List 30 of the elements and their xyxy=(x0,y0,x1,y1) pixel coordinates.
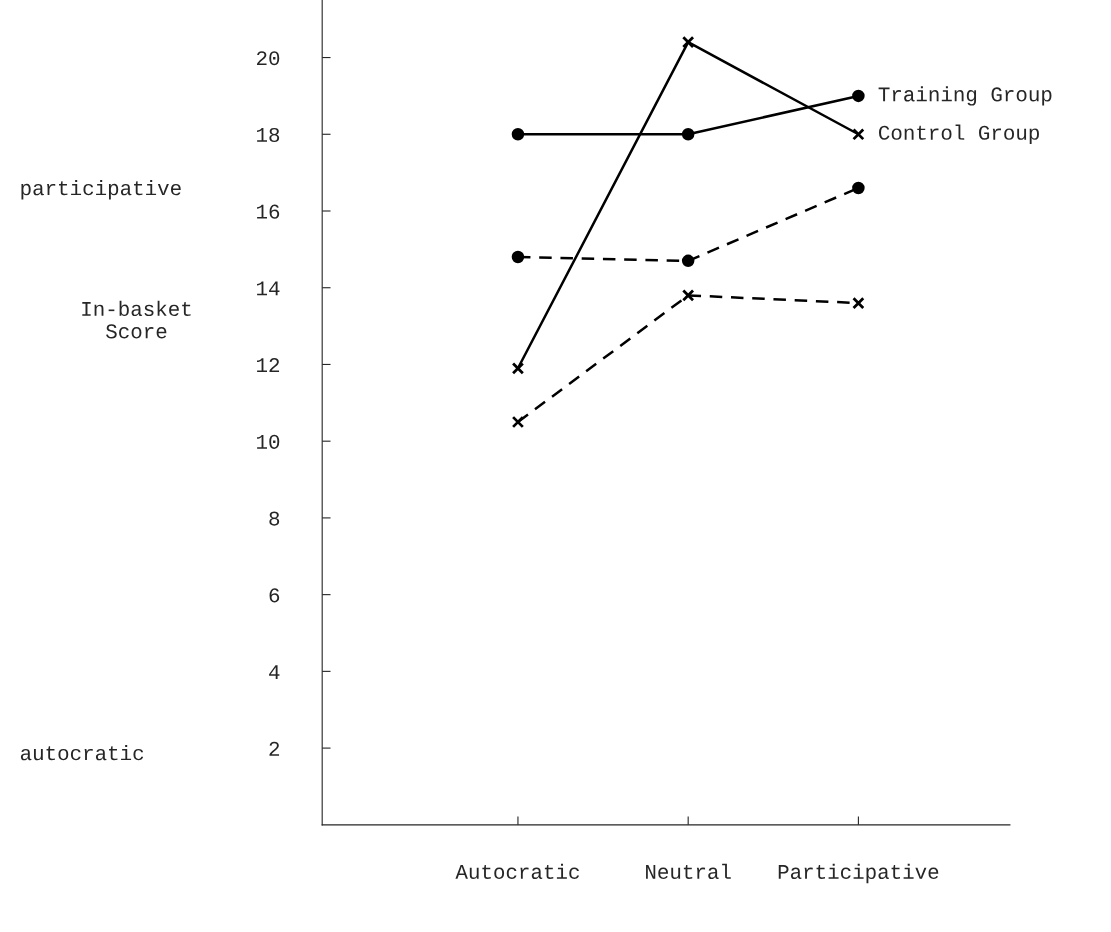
y-tick-label: 8 xyxy=(269,511,280,526)
y-tick-label: 18 xyxy=(257,127,280,143)
y-tick-label: 4 xyxy=(269,665,280,679)
point xyxy=(511,415,525,429)
y-tick-label: 12 xyxy=(257,358,280,372)
series-label: Control Group xyxy=(878,124,1039,144)
point xyxy=(681,254,695,268)
series-label: Training Group xyxy=(878,86,1052,106)
y-tick-label: 16 xyxy=(257,204,280,219)
y-tick-label: 6 xyxy=(269,588,280,603)
y-tick-label: 10 xyxy=(257,434,280,449)
x-tick-label: Neutral xyxy=(646,863,731,880)
point xyxy=(511,250,525,264)
y-tick-label: 14 xyxy=(257,281,280,296)
y-tick-label: 2 xyxy=(269,741,280,756)
y-axis-title: In-basket Score xyxy=(82,300,191,339)
point xyxy=(681,128,695,141)
point xyxy=(852,296,865,310)
point xyxy=(852,181,865,195)
point xyxy=(852,128,865,141)
text: autocratic xyxy=(20,745,144,761)
point xyxy=(511,362,525,375)
point xyxy=(681,289,695,302)
point xyxy=(511,128,525,141)
point xyxy=(852,89,865,103)
text: participative xyxy=(21,180,181,200)
x-tick-label: Autocratic xyxy=(455,863,579,880)
x-tick-label: Participative xyxy=(778,863,939,884)
point xyxy=(681,35,695,49)
y-tick-label: 20 xyxy=(256,51,280,66)
